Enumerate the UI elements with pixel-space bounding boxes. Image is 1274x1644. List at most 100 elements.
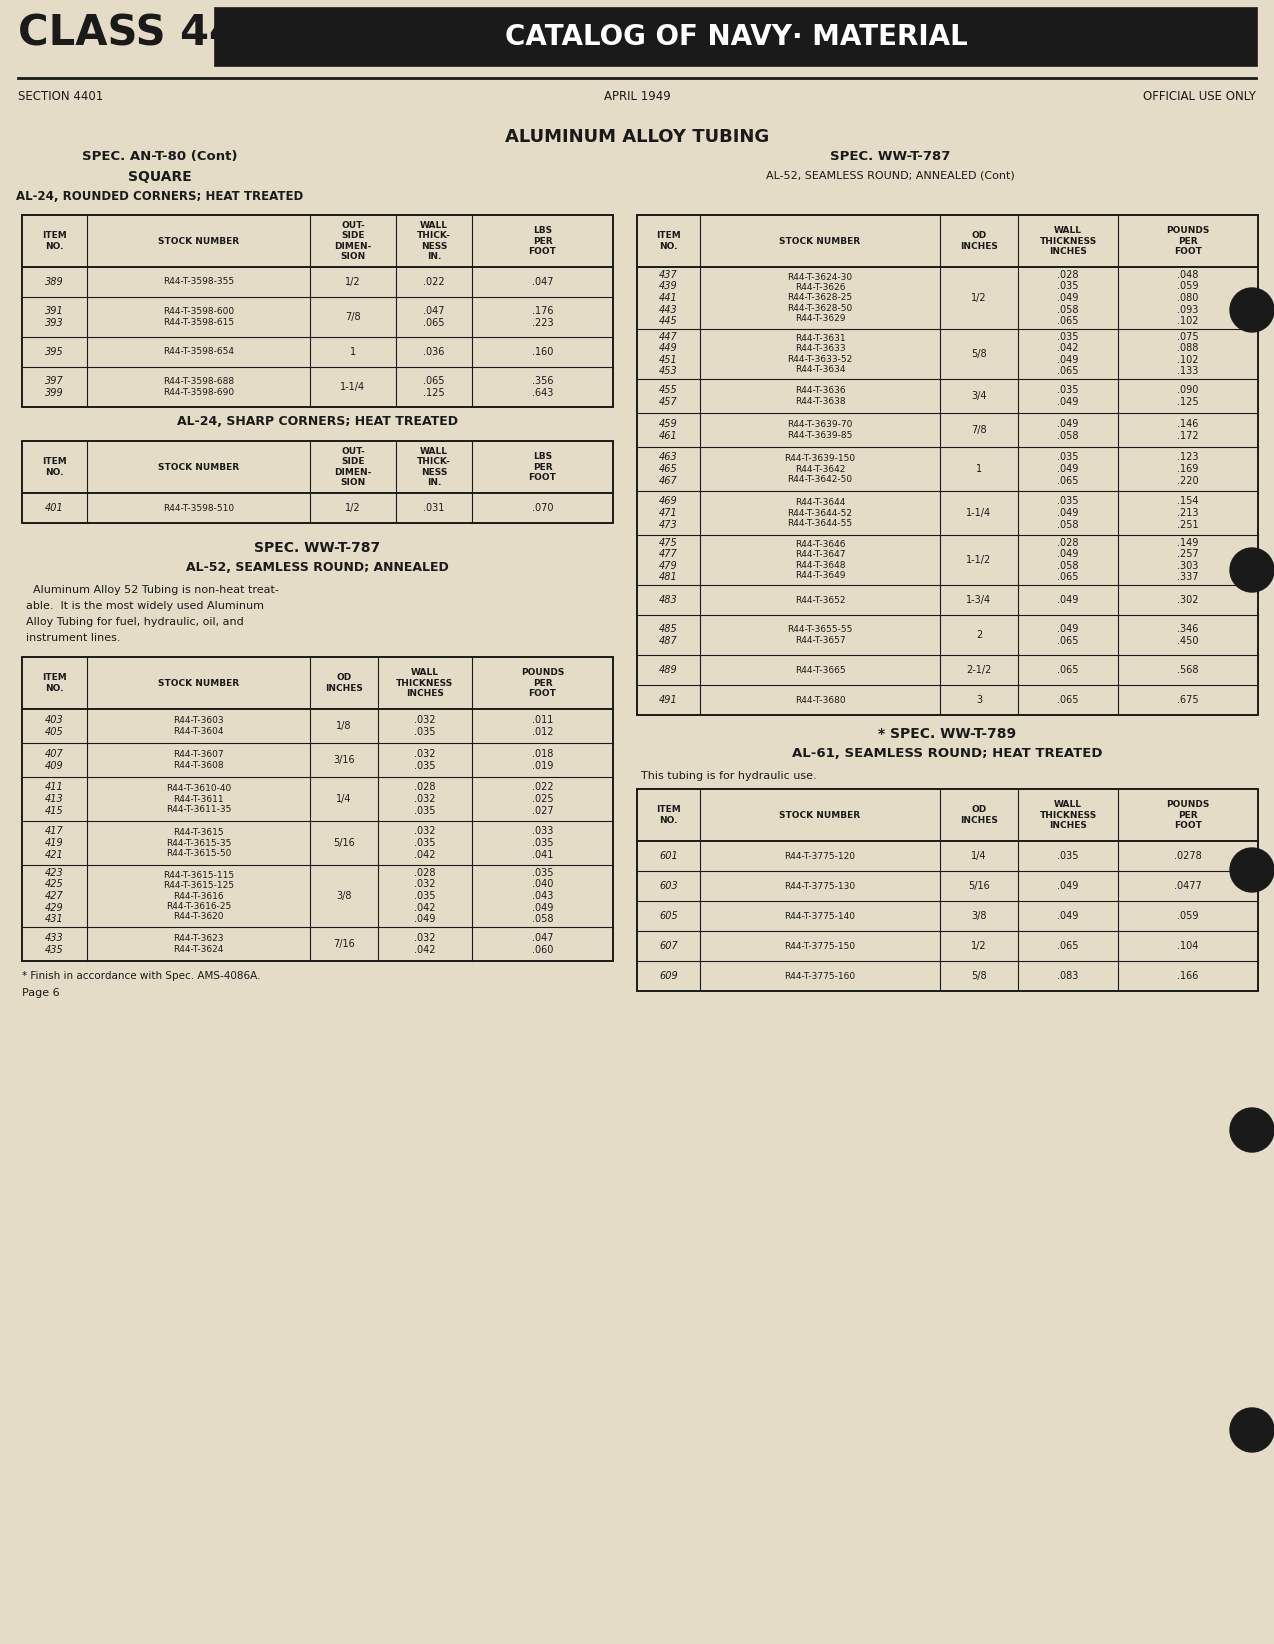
Text: R44-T-3639-150
R44-T-3642
R44-T-3642-50: R44-T-3639-150 R44-T-3642 R44-T-3642-50	[785, 454, 856, 483]
Text: 1/2: 1/2	[345, 276, 361, 288]
Text: .049
.065: .049 .065	[1057, 625, 1079, 646]
Text: .049: .049	[1057, 911, 1079, 921]
Text: R44-T-3615
R44-T-3615-35
R44-T-3615-50: R44-T-3615 R44-T-3615-35 R44-T-3615-50	[166, 829, 231, 858]
Text: R44-T-3655-55
R44-T-3657: R44-T-3655-55 R44-T-3657	[787, 625, 852, 644]
Text: 3: 3	[976, 695, 982, 705]
Text: .047
.060: .047 .060	[531, 934, 553, 955]
Text: 1-1/4: 1-1/4	[340, 381, 366, 391]
Text: 3/8: 3/8	[971, 911, 987, 921]
Text: .104: .104	[1177, 940, 1199, 950]
Text: R44-T-3598-510: R44-T-3598-510	[163, 503, 234, 513]
Text: able.  It is the most widely used Aluminum: able. It is the most widely used Aluminu…	[25, 602, 264, 612]
Text: APRIL 1949: APRIL 1949	[604, 90, 670, 104]
Text: 475
477
479
481: 475 477 479 481	[659, 538, 678, 582]
Text: 1/4: 1/4	[971, 852, 987, 861]
Text: .059: .059	[1177, 911, 1199, 921]
Text: 7/8: 7/8	[345, 312, 361, 322]
Text: STOCK NUMBER: STOCK NUMBER	[780, 810, 860, 819]
Text: .049
.058: .049 .058	[1057, 419, 1079, 441]
Text: 5/16: 5/16	[968, 881, 990, 891]
Text: OD
INCHES: OD INCHES	[961, 232, 998, 250]
Text: 5/8: 5/8	[971, 349, 987, 358]
Text: .0278: .0278	[1175, 852, 1201, 861]
Text: 417
419
421: 417 419 421	[45, 827, 64, 860]
Text: R44-T-3775-120: R44-T-3775-120	[785, 852, 856, 860]
Text: .035
.049: .035 .049	[1057, 385, 1079, 406]
Text: .065: .065	[1057, 940, 1079, 950]
Text: ITEM
NO.: ITEM NO.	[656, 806, 680, 825]
Text: .028
.035
.049
.058
.065: .028 .035 .049 .058 .065	[1057, 270, 1079, 326]
Text: .036: .036	[423, 347, 445, 357]
Text: .176
.223: .176 .223	[531, 306, 553, 327]
Text: WALL
THICKNESS
INCHES: WALL THICKNESS INCHES	[1040, 801, 1097, 830]
Text: AL-24, ROUNDED CORNERS; HEAT TREATED: AL-24, ROUNDED CORNERS; HEAT TREATED	[17, 191, 303, 202]
Text: instrument lines.: instrument lines.	[25, 633, 121, 643]
Text: This tubing is for hydraulic use.: This tubing is for hydraulic use.	[641, 771, 817, 781]
Text: 1: 1	[350, 347, 355, 357]
Text: R44-T-3607
R44-T-3608: R44-T-3607 R44-T-3608	[173, 750, 224, 769]
Text: 7/8: 7/8	[971, 426, 987, 436]
Text: .070: .070	[531, 503, 553, 513]
Text: STOCK NUMBER: STOCK NUMBER	[158, 462, 240, 472]
Text: .049: .049	[1057, 881, 1079, 891]
Text: 459
461: 459 461	[659, 419, 678, 441]
Bar	[637, 789, 1257, 991]
Text: STOCK NUMBER: STOCK NUMBER	[158, 679, 240, 687]
Text: R44-T-3598-688
R44-T-3598-690: R44-T-3598-688 R44-T-3598-690	[163, 378, 234, 396]
Text: .346
.450: .346 .450	[1177, 625, 1199, 646]
Text: 603: 603	[659, 881, 678, 891]
Text: .035
.040
.043
.049
.058: .035 .040 .043 .049 .058	[531, 868, 553, 924]
Text: R44-T-3624-30
R44-T-3626
R44-T-3628-25
R44-T-3628-50
R44-T-3629: R44-T-3624-30 R44-T-3626 R44-T-3628-25 R…	[787, 273, 852, 324]
Text: 433
435: 433 435	[45, 934, 64, 955]
Bar	[22, 441, 613, 523]
Text: .065: .065	[1057, 695, 1079, 705]
Text: WALL
THICKNESS
INCHES: WALL THICKNESS INCHES	[396, 667, 454, 699]
Text: 483: 483	[659, 595, 678, 605]
Text: .356
.643: .356 .643	[531, 376, 553, 398]
Text: R44-T-3598-355: R44-T-3598-355	[163, 278, 234, 286]
Text: 463
465
467: 463 465 467	[659, 452, 678, 485]
Text: WALL
THICKNESS
INCHES: WALL THICKNESS INCHES	[1040, 227, 1097, 256]
Text: 3/4: 3/4	[971, 391, 987, 401]
Text: R44-T-3775-150: R44-T-3775-150	[785, 942, 856, 950]
Text: 389: 389	[45, 276, 64, 288]
Text: .049: .049	[1057, 595, 1079, 605]
Text: .160: .160	[531, 347, 553, 357]
Text: 605: 605	[659, 911, 678, 921]
Bar	[215, 8, 1257, 66]
Text: ITEM
NO.: ITEM NO.	[42, 232, 66, 250]
Text: 3/16: 3/16	[334, 755, 355, 764]
Text: .032
.035: .032 .035	[414, 750, 436, 771]
Circle shape	[1229, 1407, 1274, 1452]
Text: R44-T-3639-70
R44-T-3639-85: R44-T-3639-70 R44-T-3639-85	[787, 421, 852, 439]
Text: 485
487: 485 487	[659, 625, 678, 646]
Text: ITEM
NO.: ITEM NO.	[42, 674, 66, 692]
Text: .090
.125: .090 .125	[1177, 385, 1199, 406]
Text: 437
439
441
443
445: 437 439 441 443 445	[659, 270, 678, 326]
Text: R44-T-3665: R44-T-3665	[795, 666, 846, 674]
Text: 3/8: 3/8	[336, 891, 352, 901]
Text: R44-T-3775-160: R44-T-3775-160	[785, 972, 856, 980]
Text: 2: 2	[976, 630, 982, 640]
Text: AL-24, SHARP CORNERS; HEAT TREATED: AL-24, SHARP CORNERS; HEAT TREATED	[177, 414, 457, 427]
Text: POUNDS
PER
FOOT: POUNDS PER FOOT	[1166, 227, 1210, 256]
Text: 411
413
415: 411 413 415	[45, 783, 64, 815]
Circle shape	[1229, 848, 1274, 893]
Text: .047
.065: .047 .065	[423, 306, 445, 327]
Text: ITEM
NO.: ITEM NO.	[42, 457, 66, 477]
Text: 403
405: 403 405	[45, 715, 64, 737]
Circle shape	[1229, 1108, 1274, 1152]
Text: .048
.059
.080
.093
.102: .048 .059 .080 .093 .102	[1177, 270, 1199, 326]
Text: .302: .302	[1177, 595, 1199, 605]
Text: R44-T-3610-40
R44-T-3611
R44-T-3611-35: R44-T-3610-40 R44-T-3611 R44-T-3611-35	[166, 784, 231, 814]
Text: .0477: .0477	[1175, 881, 1201, 891]
Text: .675: .675	[1177, 695, 1199, 705]
Text: Alloy Tubing for fuel, hydraulic, oil, and: Alloy Tubing for fuel, hydraulic, oil, a…	[25, 616, 243, 626]
Text: POUNDS
PER
FOOT: POUNDS PER FOOT	[521, 667, 564, 699]
Text: 423
425
427
429
431: 423 425 427 429 431	[45, 868, 64, 924]
Text: .166: .166	[1177, 972, 1199, 981]
Text: ALUMINUM ALLOY TUBING: ALUMINUM ALLOY TUBING	[505, 128, 769, 146]
Text: OD
INCHES: OD INCHES	[325, 674, 363, 692]
Bar	[22, 658, 613, 962]
Text: .065
.125: .065 .125	[423, 376, 445, 398]
